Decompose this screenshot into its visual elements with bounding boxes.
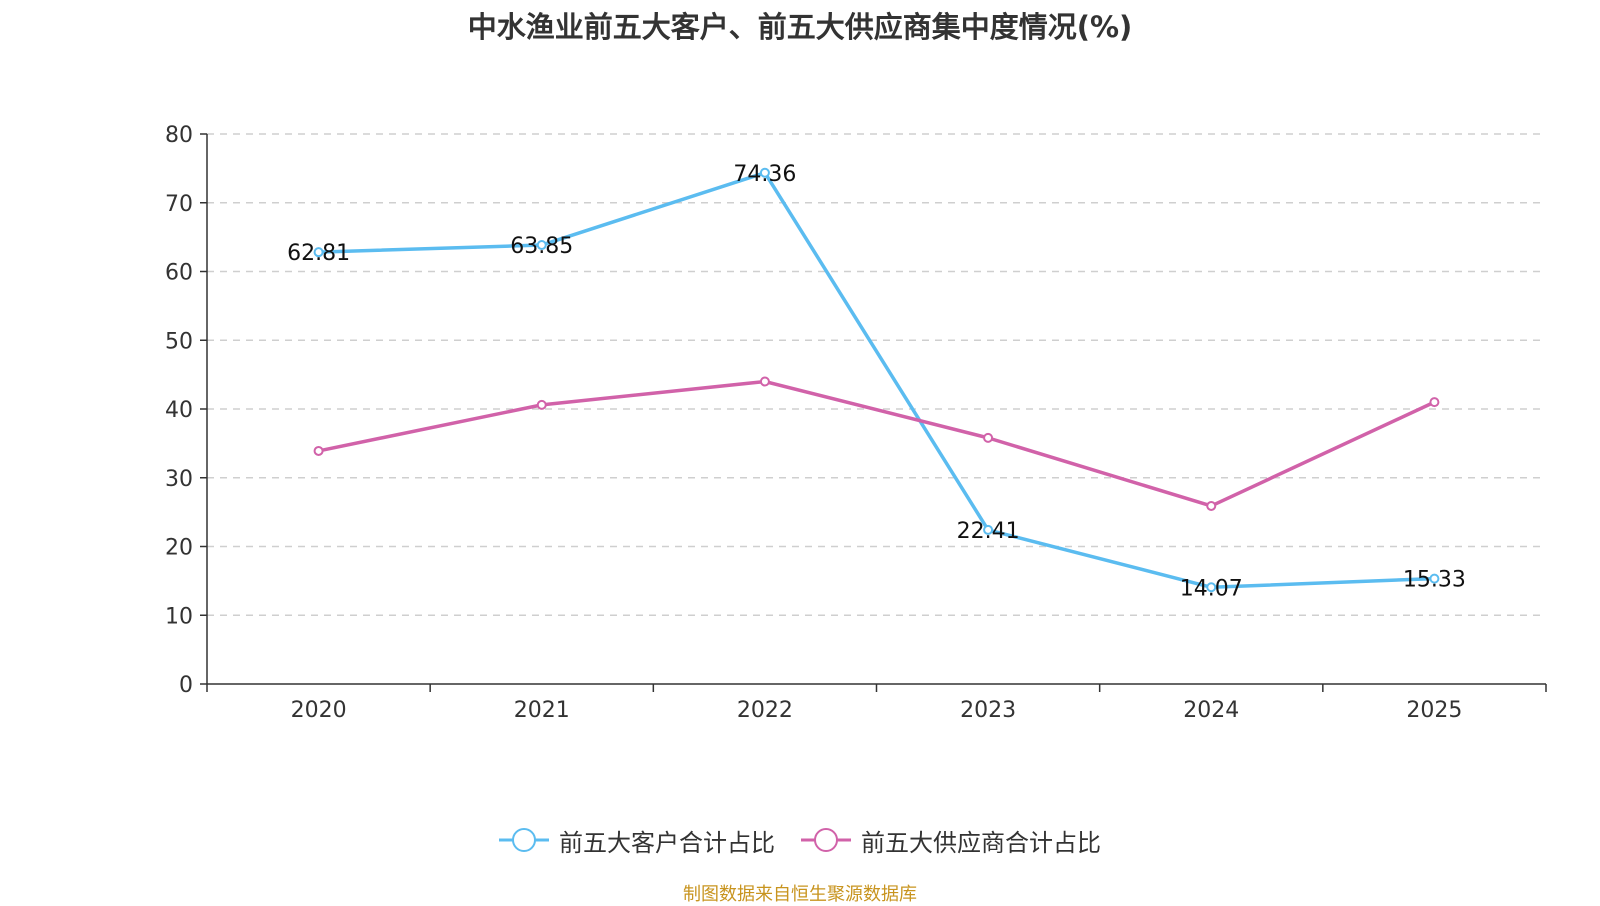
- data-label: 74.36: [733, 162, 796, 187]
- series-line-1: [318, 379, 1436, 508]
- grid-layer: [207, 133, 1546, 616]
- data-point: [759, 376, 770, 387]
- x-tick-label: 2022: [737, 698, 793, 723]
- data-point: [536, 399, 547, 410]
- y-tick-label: 10: [165, 604, 193, 629]
- data-label: 15.33: [1403, 568, 1466, 593]
- data-label: 22.41: [957, 519, 1020, 544]
- y-tick-label: 30: [165, 467, 193, 492]
- legend: 前五大客户合计占比 前五大供应商合计占比: [0, 820, 1600, 860]
- x-tick-label: 2021: [514, 698, 570, 723]
- legend-label-suppliers: 前五大供应商合计占比: [861, 828, 1101, 857]
- y-tick-label: 40: [165, 398, 193, 423]
- y-tick-label: 70: [165, 192, 193, 217]
- data-label: 14.07: [1180, 576, 1243, 601]
- data-point: [313, 445, 324, 456]
- data-point: [1206, 582, 1217, 593]
- y-tick-label: 80: [165, 123, 193, 148]
- legend-item-suppliers[interactable]: 前五大供应商合计占比: [801, 823, 1101, 858]
- source-note: 制图数据来自恒生聚源数据库: [683, 884, 917, 905]
- legend-line-circle-icon: [801, 828, 851, 852]
- legend-item-customers[interactable]: 前五大客户合计占比: [499, 823, 775, 858]
- series-layer: [313, 167, 1440, 593]
- data-point: [536, 240, 547, 251]
- axis-layer: 0 10 20 30 40 50 60 70 80 2020 2021 2022 2023 2024 202…: [165, 123, 1547, 723]
- data-point: [313, 247, 324, 258]
- chart-title: 中水渔业前五大客户、前五大供应商集中度情况(%): [467, 10, 1133, 44]
- x-tick-label: 2023: [960, 698, 1016, 723]
- data-point: [1429, 397, 1440, 408]
- line-chart: 0 10 20 30 40 50 60 70 80 2020 2021 2022 2023 2024 202…: [165, 123, 1547, 723]
- y-tick-label: 0: [179, 673, 193, 698]
- legend-line-circle-icon: [499, 828, 549, 852]
- x-tick-label: 2020: [291, 698, 347, 723]
- data-point: [759, 167, 770, 178]
- y-tick-label: 60: [165, 261, 193, 286]
- data-label: 62.81: [287, 241, 350, 266]
- data-point: [1429, 573, 1440, 584]
- x-tick-label: 2025: [1406, 698, 1462, 723]
- series-line-0: [318, 171, 1435, 590]
- y-tick-label: 50: [165, 329, 193, 354]
- x-tick-label: 2024: [1183, 698, 1239, 723]
- data-point: [983, 524, 994, 535]
- legend-label-customers: 前五大客户合计占比: [559, 828, 775, 857]
- data-label-layer: 62.81 63.85 74.36 22.41 14.07 15.33: [287, 162, 1466, 601]
- y-tick-label: 20: [165, 536, 193, 561]
- data-label: 63.85: [510, 234, 573, 259]
- data-point: [983, 432, 994, 443]
- data-point: [1206, 500, 1217, 511]
